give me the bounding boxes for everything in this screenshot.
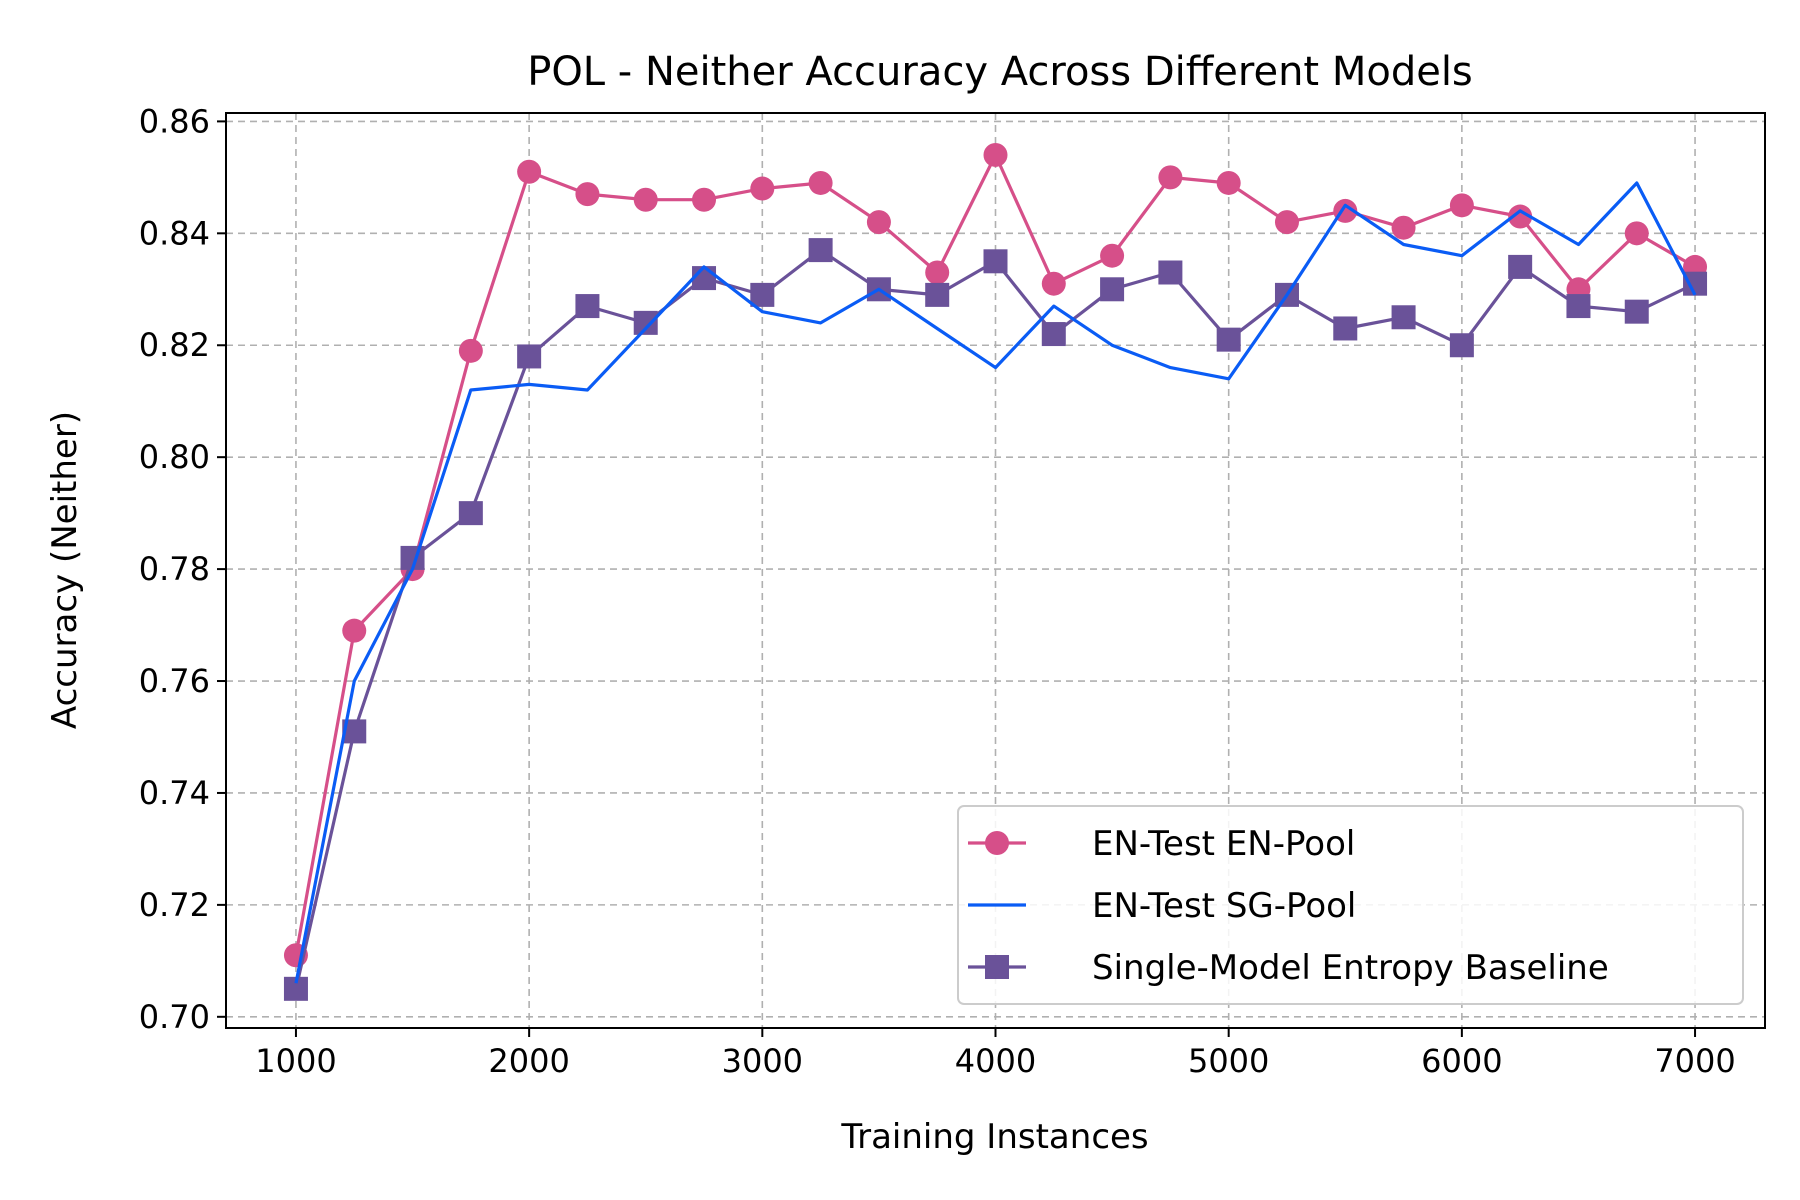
- data-point: [692, 187, 717, 212]
- data-point: [342, 618, 367, 643]
- data-point: [458, 501, 483, 526]
- data-point: [983, 249, 1008, 274]
- y-tick-label: 0.82: [139, 326, 210, 364]
- data-point: [1216, 327, 1241, 352]
- data-point: [692, 266, 717, 291]
- x-tick-label: 1000: [255, 1042, 336, 1080]
- data-point: [458, 338, 483, 363]
- data-point: [983, 142, 1008, 167]
- legend-item: EN-Test EN-Pool: [968, 824, 1355, 864]
- legend: EN-Test EN-Pool EN-Test SG-Pool Single-Mod…: [957, 805, 1744, 1005]
- x-tick-label: 3000: [722, 1042, 803, 1080]
- chart-title: POL - Neither Accuracy Across Different …: [527, 49, 1473, 95]
- x-tick-label: 2000: [488, 1042, 569, 1080]
- y-axis-label: Accuracy (Neither): [45, 411, 85, 729]
- series-2: [283, 238, 1708, 1001]
- data-point: [1566, 294, 1591, 319]
- y-tick-label: 0.70: [139, 998, 210, 1036]
- legend-label: Single-Model Entropy Baseline: [1092, 948, 1609, 988]
- data-point: [1391, 305, 1416, 330]
- x-axis-ticks: 1000 2000 3000 4000 5000 6000 7000: [255, 1028, 1736, 1080]
- data-point: [1624, 221, 1649, 246]
- data-point: [1449, 193, 1474, 218]
- data-point: [750, 282, 775, 307]
- data-point: [925, 282, 950, 307]
- data-point: [808, 238, 833, 263]
- data-point: [866, 210, 891, 235]
- data-point: [1158, 260, 1183, 285]
- series-1: [294, 181, 1697, 984]
- data-point: [1391, 215, 1416, 240]
- y-tick-label: 0.76: [139, 662, 210, 700]
- data-point: [1449, 333, 1474, 358]
- data-point: [808, 170, 833, 195]
- series-line: [294, 181, 1697, 984]
- data-point: [1216, 170, 1241, 195]
- legend-label: EN-Test EN-Pool: [1092, 824, 1355, 864]
- y-tick-label: 0.72: [139, 886, 210, 924]
- legend-label: EN-Test SG-Pool: [1092, 886, 1356, 926]
- y-tick-label: 0.74: [139, 774, 210, 812]
- data-point: [517, 159, 542, 184]
- x-tick-label: 6000: [1421, 1042, 1502, 1080]
- legend-box: [957, 805, 1744, 1005]
- y-tick-label: 0.86: [139, 102, 210, 140]
- y-axis-ticks: 0.70 0.72 0.74 0.76 0.78 0.80 0.82 0.84 0.86: [139, 102, 226, 1036]
- data-point: [1624, 299, 1649, 324]
- legend-swatch-marker: [985, 955, 1009, 979]
- y-tick-label: 0.78: [139, 550, 210, 588]
- x-tick-label: 5000: [1188, 1042, 1269, 1080]
- series-layer: [283, 142, 1708, 1001]
- x-tick-label: 4000: [955, 1042, 1036, 1080]
- data-point: [575, 182, 600, 207]
- x-axis-label: Training Instances: [840, 1117, 1148, 1157]
- data-point: [1274, 210, 1299, 235]
- data-point: [925, 260, 950, 285]
- data-point: [1158, 165, 1183, 190]
- data-point: [575, 294, 600, 319]
- data-point: [633, 187, 658, 212]
- data-point: [517, 344, 542, 369]
- data-point: [1333, 316, 1358, 341]
- y-tick-label: 0.84: [139, 214, 210, 252]
- legend-item: Single-Model Entropy Baseline: [968, 948, 1609, 988]
- data-point: [1041, 322, 1066, 347]
- data-point: [750, 176, 775, 201]
- data-point: [1100, 277, 1125, 302]
- data-point: [1100, 243, 1125, 268]
- y-tick-label: 0.80: [139, 438, 210, 476]
- x-tick-label: 7000: [1654, 1042, 1735, 1080]
- data-point: [1508, 204, 1533, 229]
- legend-item: EN-Test SG-Pool: [968, 886, 1356, 926]
- legend-swatch-marker: [985, 831, 1009, 855]
- data-point: [1508, 254, 1533, 279]
- data-point: [1041, 271, 1066, 296]
- data-point: [633, 310, 658, 335]
